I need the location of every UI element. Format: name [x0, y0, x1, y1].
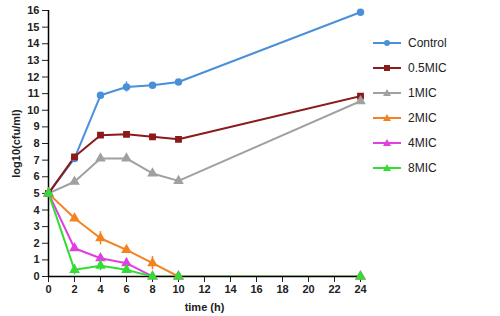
svg-text:10: 10 — [172, 283, 184, 295]
svg-text:20: 20 — [302, 283, 314, 295]
svg-text:16: 16 — [27, 4, 39, 16]
html-text:4MIC: 4MIC — [408, 135, 437, 150]
svg-text:6: 6 — [33, 170, 39, 182]
svg-text:time (h): time (h) — [185, 301, 225, 313]
html-text:8MIC: 8MIC — [408, 160, 437, 175]
svg-text:log10(cfu/ml): log10(cfu/ml) — [10, 109, 22, 178]
svg-text:10: 10 — [27, 104, 39, 116]
svg-text:0: 0 — [45, 283, 51, 295]
svg-text:11: 11 — [28, 87, 40, 99]
svg-text:22: 22 — [328, 283, 340, 295]
svg-text:18: 18 — [276, 283, 288, 295]
svg-text:8: 8 — [149, 283, 155, 295]
svg-text:5: 5 — [33, 187, 39, 199]
svg-text:24: 24 — [354, 283, 367, 295]
svg-text:14: 14 — [27, 37, 40, 49]
html-text:0.5MIC: 0.5MIC — [408, 60, 447, 75]
svg-text:1: 1 — [33, 253, 39, 265]
svg-text:2: 2 — [33, 237, 39, 249]
svg-text:12: 12 — [198, 283, 210, 295]
svg-text:16: 16 — [250, 283, 262, 295]
svg-text:4: 4 — [97, 283, 104, 295]
svg-text:8: 8 — [33, 137, 39, 149]
svg-text:2: 2 — [71, 283, 77, 295]
svg-text:15: 15 — [27, 21, 39, 33]
html-text:1MIC: 1MIC — [408, 85, 437, 100]
html-text:2MIC: 2MIC — [408, 110, 437, 125]
svg-text:4: 4 — [33, 204, 40, 216]
svg-text:6: 6 — [123, 283, 129, 295]
svg-text:12: 12 — [27, 71, 39, 83]
svg-text:7: 7 — [33, 154, 39, 166]
svg-text:3: 3 — [33, 220, 39, 232]
svg-text:13: 13 — [27, 54, 39, 66]
svg-text:14: 14 — [224, 283, 237, 295]
svg-text:0: 0 — [33, 270, 39, 282]
html-text:Control: Control — [408, 35, 447, 50]
svg-text:9: 9 — [33, 120, 39, 132]
